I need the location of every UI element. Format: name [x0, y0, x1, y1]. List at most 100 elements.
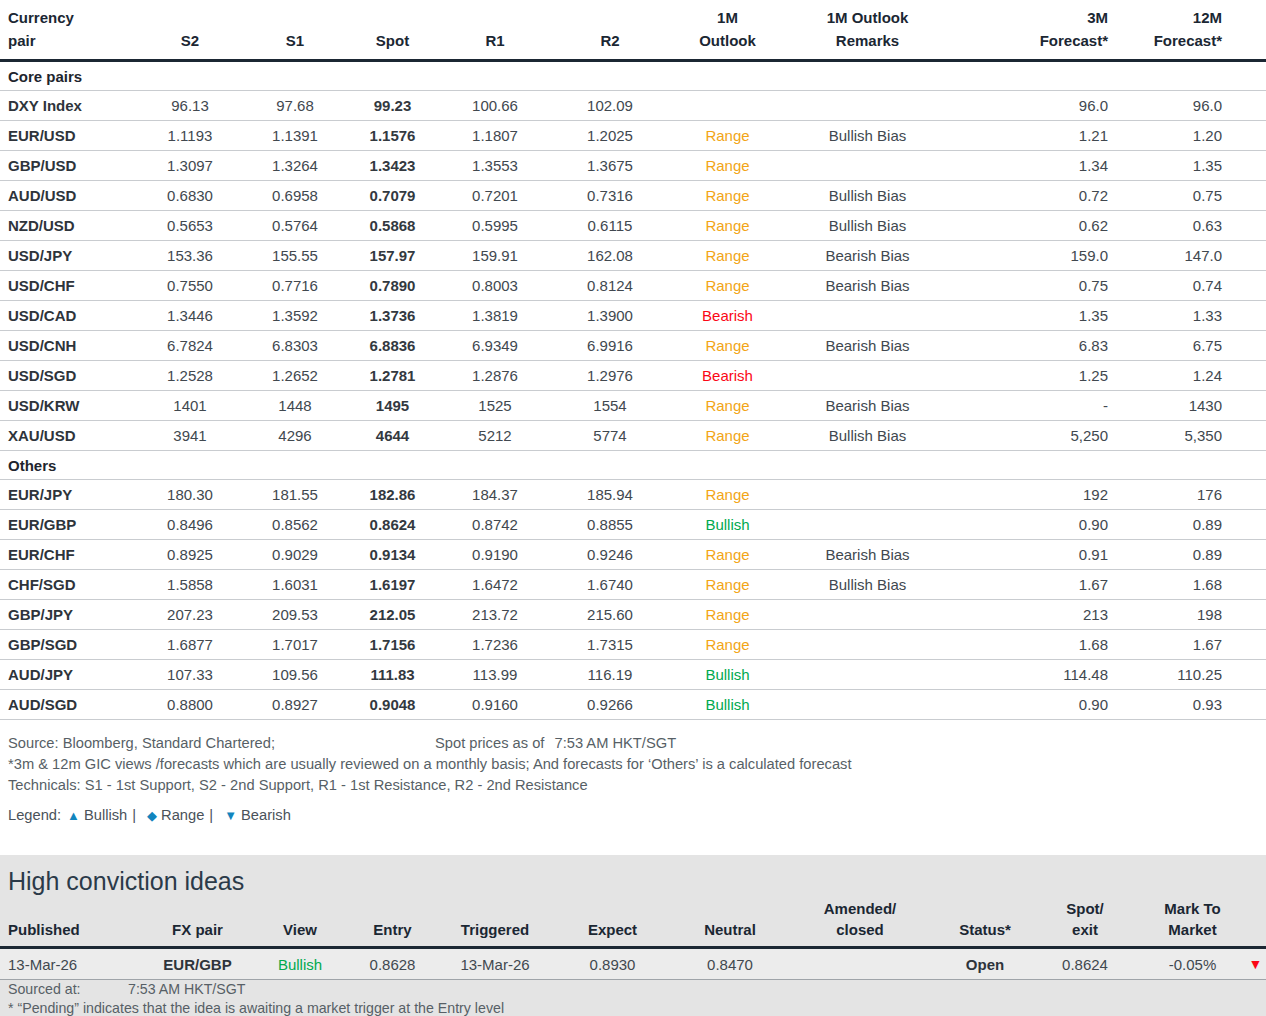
hci-title: High conviction ideas: [0, 855, 1266, 896]
col-header-line2: closed: [780, 919, 940, 940]
f12m-cell: 1430: [1134, 391, 1266, 421]
fx-row: USD/CNH6.78246.83036.88366.93496.9916Ran…: [0, 331, 1266, 361]
fx-row: USD/JPY153.36155.55157.97159.91162.08Ran…: [0, 241, 1266, 271]
s2-cell: 3941: [135, 421, 245, 451]
entry-cell: 0.8628: [340, 948, 445, 980]
r2-cell: 5774: [550, 421, 670, 451]
f3m-cell: 213: [950, 600, 1134, 630]
s1-cell: 1.3264: [245, 151, 345, 181]
r1-cell: 0.9160: [440, 690, 550, 720]
remarks-cell: Bearish Bias: [785, 391, 950, 421]
remarks-cell: [785, 301, 950, 331]
s2-cell: 0.8496: [135, 510, 245, 540]
pair-cell: GBP/USD: [0, 151, 135, 181]
f12m-cell: 1.24: [1134, 361, 1266, 391]
col-header-line2: Neutral: [680, 919, 780, 940]
published-cell: 13-Mar-26: [0, 948, 135, 980]
r1-cell: 100.66: [440, 91, 550, 121]
outlook-cell: Range: [670, 121, 785, 151]
remarks-cell: [785, 480, 950, 510]
pair-cell: NZD/USD: [0, 211, 135, 241]
hci-table-head: PublishedFX pairViewEntryTriggeredExpect…: [0, 896, 1266, 948]
r2-cell: 0.8124: [550, 271, 670, 301]
col-header-line2: R2: [550, 29, 670, 52]
spot-cell: 1.6197: [345, 570, 440, 600]
spot-cell: 0.8624: [345, 510, 440, 540]
section-title: Core pairs: [0, 61, 1266, 91]
spot-cell: 1.7156: [345, 630, 440, 660]
fx-row: XAU/USD39414296464452125774RangeBullish …: [0, 421, 1266, 451]
col-header-line2: Published: [8, 919, 135, 940]
s1-cell: 0.7716: [245, 271, 345, 301]
f12m-cell: 1.68: [1134, 570, 1266, 600]
f12m-cell: 1.35: [1134, 151, 1266, 181]
spot-cell: 1.3736: [345, 301, 440, 331]
col-header-amended: Amended/closed: [780, 896, 940, 948]
remarks-cell: Bullish Bias: [785, 421, 950, 451]
r2-cell: 0.7316: [550, 181, 670, 211]
outlook-cell: Bullish: [670, 690, 785, 720]
spot-cell: 182.86: [345, 480, 440, 510]
outlook-cell: Range: [670, 570, 785, 600]
col-header-mtm: Mark ToMarket: [1140, 896, 1245, 948]
r1-cell: 1.7236: [440, 630, 550, 660]
outlook-cell: Range: [670, 540, 785, 570]
spot-cell: 4644: [345, 421, 440, 451]
f3m-cell: 114.48: [950, 660, 1134, 690]
remarks-cell: Bullish Bias: [785, 570, 950, 600]
hci-footnotes: Sourced at:7:53 AM HKT/SGT * “Pending” i…: [0, 980, 1266, 1016]
col-header-status: Status*: [940, 896, 1030, 948]
mtm-cell: -0.05%: [1140, 948, 1245, 980]
pair-cell: EUR/JPY: [0, 480, 135, 510]
legend: Legend:▲Bullish|◆Range|▼Bearish: [0, 805, 1266, 826]
spot-cell: 0.9134: [345, 540, 440, 570]
f3m-cell: 1.21: [950, 121, 1134, 151]
s1-cell: 1.2652: [245, 361, 345, 391]
col-header-s1: S1: [245, 0, 345, 61]
s2-cell: 1.3097: [135, 151, 245, 181]
fx-row: USD/CAD1.34461.35921.37361.38191.3900Bea…: [0, 301, 1266, 331]
spot-cell: 1.1576: [345, 121, 440, 151]
col-header-published: Published: [0, 896, 135, 948]
f12m-cell: 147.0: [1134, 241, 1266, 271]
spot-cell: 157.97: [345, 241, 440, 271]
r1-cell: 1.3819: [440, 301, 550, 331]
f12m-cell: 0.63: [1134, 211, 1266, 241]
fx-table-head: CurrencypairS2S1SpotR1R21MOutlook1M Outl…: [0, 0, 1266, 61]
r2-cell: 0.9246: [550, 540, 670, 570]
s1-cell: 1.7017: [245, 630, 345, 660]
col-header-line1: 12M: [1134, 6, 1222, 29]
col-header-pair: Currencypair: [0, 0, 135, 61]
r1-cell: 6.9349: [440, 331, 550, 361]
f12m-cell: 5,350: [1134, 421, 1266, 451]
s1-cell: 109.56: [245, 660, 345, 690]
s2-cell: 1.3446: [135, 301, 245, 331]
fx-row: AUD/SGD0.88000.89270.90480.91600.9266Bul…: [0, 690, 1266, 720]
r2-cell: 1.3900: [550, 301, 670, 331]
s2-cell: 1.1193: [135, 121, 245, 151]
outlook-cell: Range: [670, 331, 785, 361]
f3m-cell: 0.91: [950, 540, 1134, 570]
outlook-cell: Range: [670, 630, 785, 660]
triggered-cell: 13-Mar-26: [445, 948, 545, 980]
s1-cell: 0.6958: [245, 181, 345, 211]
remarks-cell: Bullish Bias: [785, 211, 950, 241]
remarks-cell: [785, 91, 950, 121]
fx-row: EUR/GBP0.84960.85620.86240.87420.8855Bul…: [0, 510, 1266, 540]
outlook-cell: Range: [670, 271, 785, 301]
fx-table-body: Core pairsDXY Index96.1397.6899.23100.66…: [0, 61, 1266, 720]
s1-cell: 0.5764: [245, 211, 345, 241]
f3m-cell: 1.68: [950, 630, 1134, 660]
outlook-cell: Range: [670, 600, 785, 630]
f3m-cell: 5,250: [950, 421, 1134, 451]
f12m-cell: 0.75: [1134, 181, 1266, 211]
legend-items: ▲Bullish|◆Range|▼Bearish: [61, 807, 291, 823]
r2-cell: 102.09: [550, 91, 670, 121]
outlook-cell: Bullish: [670, 660, 785, 690]
col-header-spotexit: Spot/exit: [1030, 896, 1140, 948]
r2-cell: 0.8855: [550, 510, 670, 540]
col-header-line2: Spot: [345, 29, 440, 52]
col-header-triggered: Triggered: [445, 896, 545, 948]
f3m-cell: -: [950, 391, 1134, 421]
col-header-line2: Remarks: [785, 29, 950, 52]
